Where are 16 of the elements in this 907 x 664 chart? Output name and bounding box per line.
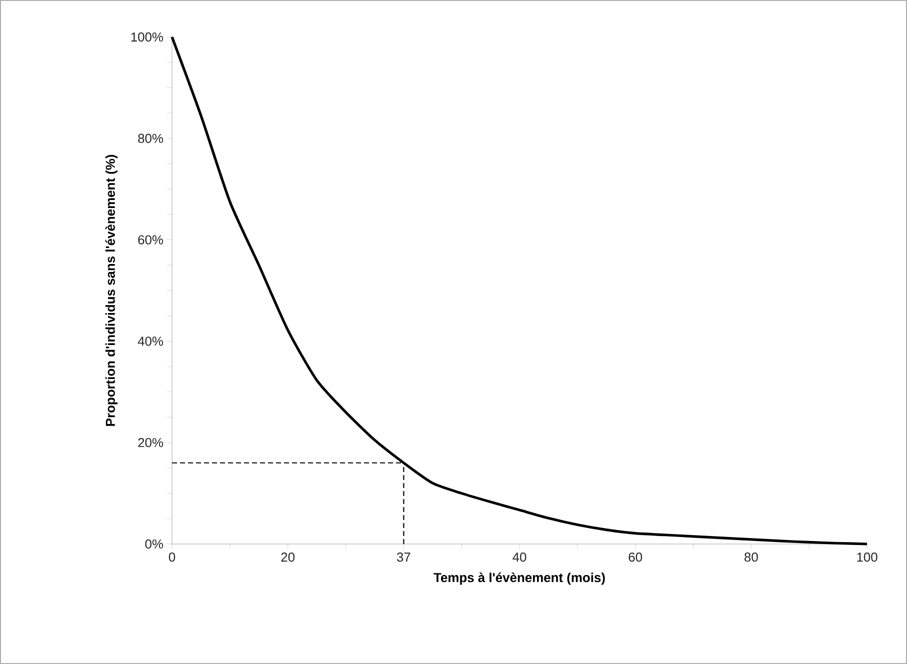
y-tick-label: 0% [145,539,164,549]
x-tick-label: 60 [628,552,642,562]
line-series [170,36,868,546]
x-tick-label: 0 [168,552,176,562]
y-tick-label: 100% [131,32,164,42]
x-tick-label: 20 [281,552,295,562]
y-tick-label: 80% [138,134,164,143]
y-tick-label: 40% [138,336,164,346]
x-tick-label: 37 [396,552,410,562]
y-axis-title: Proportion d'individus sans l'évènement (%) [105,154,118,426]
x-axis-title: Temps à l'évènement (mois) [434,572,605,585]
x-tick-label: 100 [857,552,878,562]
y-tick-label: 20% [138,438,164,448]
x-tick-label: 80 [744,552,758,562]
x-tick-label: 40 [512,552,526,562]
y-tick-label: 60% [138,235,164,244]
